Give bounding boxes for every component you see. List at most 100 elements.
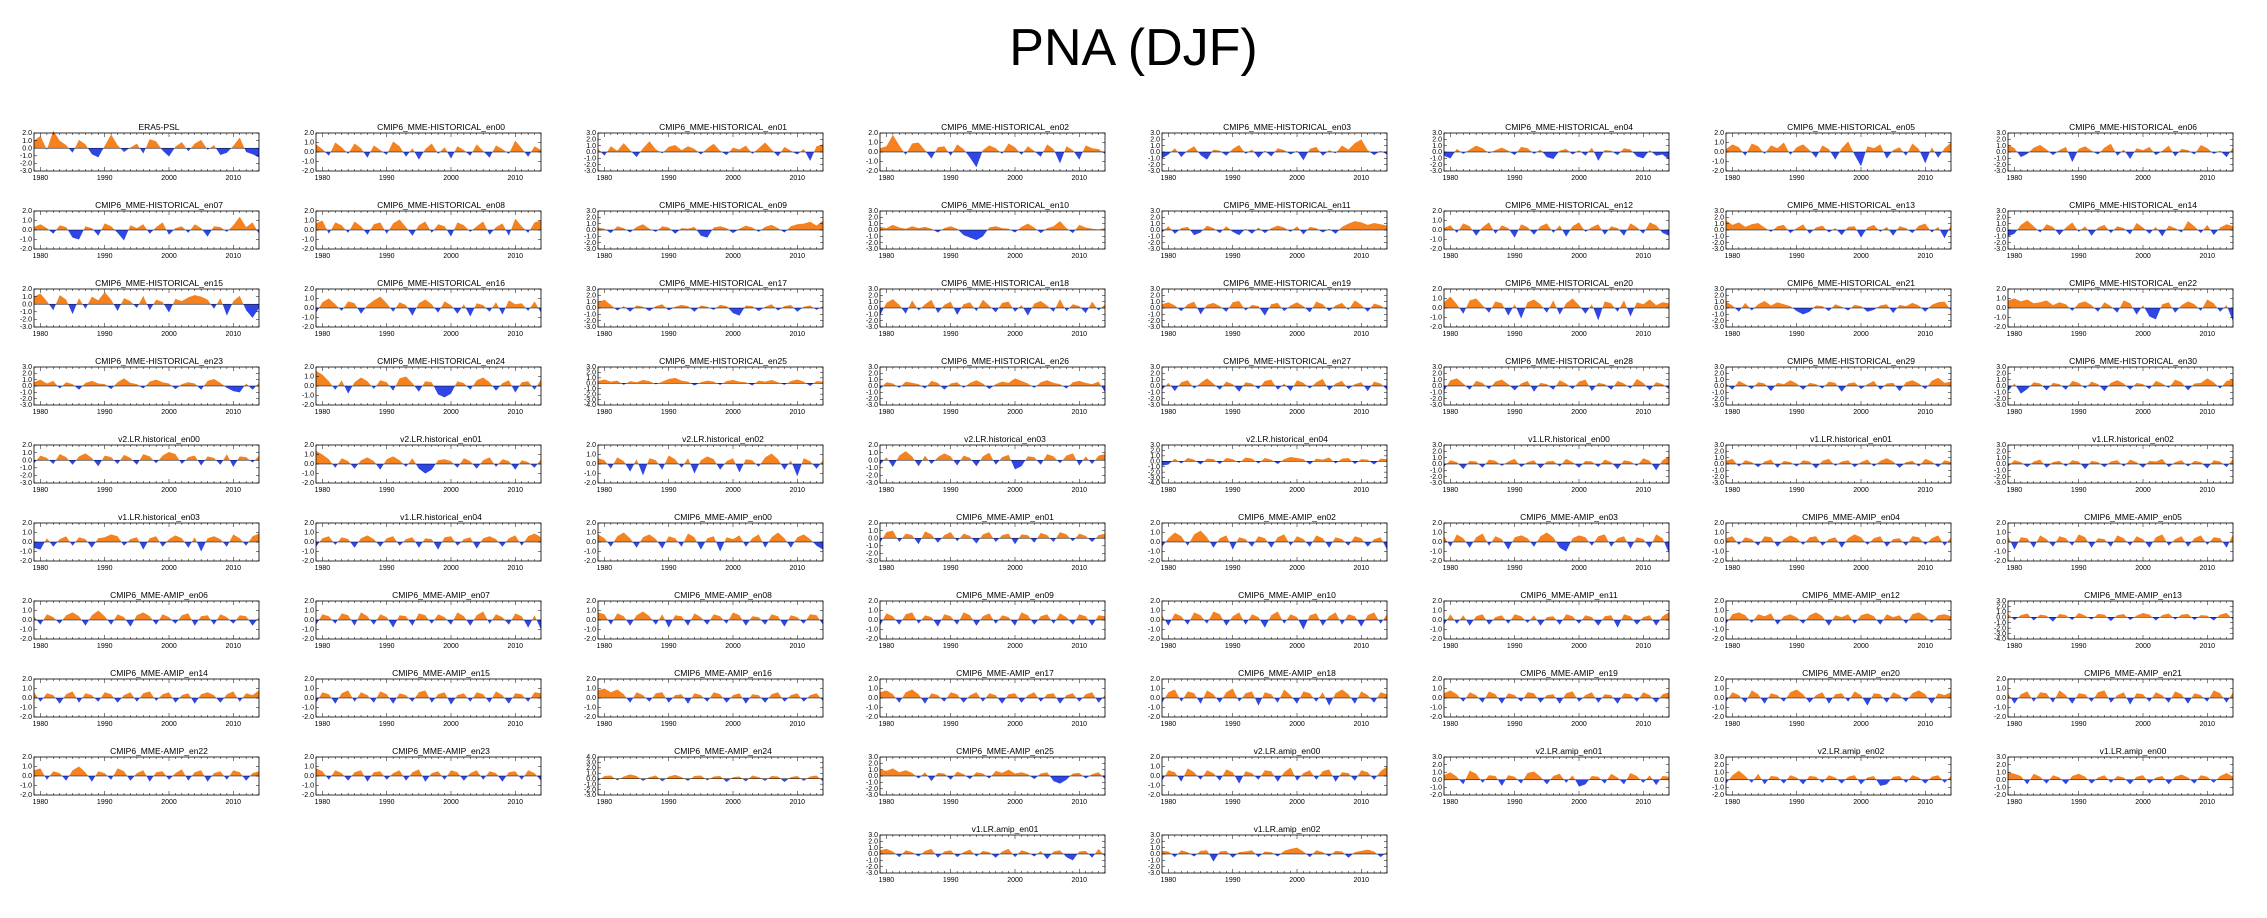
positive-area <box>316 533 541 542</box>
y-tick-label: -2.0 <box>20 161 32 168</box>
x-tick-label: 2000 <box>1289 253 1305 260</box>
panel-plot: 1980 1990 2000 2010 3.02.01.00.0-1.0-2.0-3.0 <box>1430 130 1670 182</box>
x-tick-label: 2010 <box>1635 409 1651 416</box>
y-tick-label: -2.0 <box>1712 318 1724 325</box>
panel-CMIP6_MME-HISTORICAL_en23: CMIP6_MME-HISTORICAL_en23 1980 1990 2000 201… <box>8 356 260 428</box>
panel-CMIP6_MME-AMIP_en00: CMIP6_MME-AMIP_en00 1980 1990 2000 2010 2.0 1.… <box>572 512 824 584</box>
x-tick-label: 1980 <box>2007 253 2023 260</box>
x-tick-label: 1980 <box>879 175 895 182</box>
panel-title: CMIP6_MME-AMIP_en04 <box>1802 512 1900 522</box>
panel-CMIP6_MME-HISTORICAL_en24: CMIP6_MME-HISTORICAL_en24 1980 1990 2000 201… <box>290 356 542 428</box>
y-tick-label: -2.0 <box>1712 240 1724 247</box>
y-tick-label: -3.0 <box>1994 402 2006 409</box>
x-tick-label: 1990 <box>1225 565 1241 572</box>
positive-area <box>34 610 259 620</box>
y-tick-label: 1.0 <box>1714 140 1724 147</box>
x-tick-label: 1990 <box>1507 331 1523 338</box>
y-tick-label: 1.0 <box>304 374 314 381</box>
x-tick-label: 1980 <box>2007 565 2023 572</box>
y-tick-label: -2.0 <box>1148 558 1160 565</box>
x-tick-label: 2010 <box>2199 331 2215 338</box>
panel-v1.LR.historical_en01: v1.LR.historical_en01 1980 1990 2000 2010 3.0… <box>1700 434 1952 506</box>
y-tick-label: 1.0 <box>586 299 596 306</box>
x-tick-label: 1980 <box>2007 409 2023 416</box>
y-tick-label: -2.0 <box>866 240 878 247</box>
y-tick-label: -1.0 <box>1148 156 1160 163</box>
x-tick-label: 1980 <box>1725 409 1741 416</box>
x-tick-label: 2000 <box>1571 331 1587 338</box>
panel-plot: 1980 1990 2000 2010 2.01.00.0-1.0-2.0-3.0 <box>866 442 1106 494</box>
y-tick-label: 0.0 <box>1150 305 1160 312</box>
panel-title: CMIP6_MME-HISTORICAL_en29 <box>1787 356 1915 366</box>
panel-title: CMIP6_MME-HISTORICAL_en02 <box>941 122 1069 132</box>
panel-title: CMIP6_MME-HISTORICAL_en06 <box>2069 122 2197 132</box>
x-tick-label: 1980 <box>597 487 613 494</box>
x-tick-label: 2010 <box>225 253 241 260</box>
panel-ERA5-PSL: ERA5-PSL 1980 1990 2000 2010 2.0 1.0 0.0 -1.0 -2.… <box>8 122 260 194</box>
x-tick-label: 1980 <box>315 175 331 182</box>
plot-frame <box>879 444 1106 484</box>
panel-title: CMIP6_MME-HISTORICAL_en01 <box>659 122 787 132</box>
x-tick-label: 2010 <box>1635 565 1651 572</box>
x-tick-label: 2000 <box>161 487 177 494</box>
x-tick-label: 1980 <box>315 253 331 260</box>
positive-area <box>1444 296 1669 308</box>
x-tick-label: 2010 <box>1071 331 1087 338</box>
x-tick-label: 2000 <box>725 331 741 338</box>
panel-plot: 1980 1990 2000 2010 2.0 1.0 0.0 -1.0 -2.0 <box>1994 286 2234 338</box>
positive-area <box>598 220 823 230</box>
x-tick-label: 1980 <box>1161 409 1177 416</box>
positive-area <box>1726 377 1951 386</box>
y-tick-label: 0.0 <box>1714 149 1724 156</box>
x-tick-label: 2000 <box>1571 565 1587 572</box>
negative-area <box>316 542 541 550</box>
x-tick-label: 2010 <box>1071 487 1087 494</box>
y-tick-label: 1.0 <box>304 140 314 147</box>
y-tick-label: -3.0 <box>1712 402 1724 409</box>
panel-title: CMIP6_MME-HISTORICAL_en17 <box>659 278 787 288</box>
negative-area <box>34 148 259 158</box>
x-tick-label: 2010 <box>507 253 523 260</box>
panel-plot: 1980 1990 2000 2010 3.02.01.00.0-1.0-2.0-3.0… <box>1148 442 1388 494</box>
y-tick-label: 0.0 <box>1432 539 1442 546</box>
x-tick-label: 2000 <box>1289 409 1305 416</box>
x-tick-label: 1990 <box>1789 175 1805 182</box>
panel-plot: 1980 1990 2000 2010 3.02.01.00.0-1.0-2.0-3.0 <box>1994 364 2234 416</box>
panel-title: CMIP6_MME-AMIP_en01 <box>956 512 1054 522</box>
x-tick-label: 2010 <box>1635 253 1651 260</box>
y-tick-label: 1.0 <box>304 296 314 303</box>
x-tick-label: 1990 <box>1507 565 1523 572</box>
x-tick-label: 2010 <box>1353 487 1369 494</box>
y-tick-label: -2.0 <box>302 324 314 331</box>
x-tick-label: 2000 <box>1853 253 1869 260</box>
y-tick-label: -2.0 <box>1994 162 2006 169</box>
y-tick-label: -2.0 <box>866 168 878 175</box>
x-tick-label: 1980 <box>1725 487 1741 494</box>
panel-title: v1.LR.historical_en04 <box>400 512 482 522</box>
x-tick-label: 2010 <box>1353 331 1369 338</box>
y-tick-label: -1.0 <box>1712 390 1724 397</box>
panel-title: CMIP6_MME-HISTORICAL_en11 <box>1223 200 1351 210</box>
panel-title: ERA5-PSL <box>138 122 180 132</box>
x-tick-label: 2010 <box>789 331 805 338</box>
panel-title: CMIP6_MME-HISTORICAL_en23 <box>95 356 223 366</box>
y-tick-label: -2.0 <box>20 317 32 324</box>
panel-plot: 1980 1990 2000 2010 2.0 1.0 0.0 -1.0 -2.0 <box>302 520 542 572</box>
y-tick-label: -3.0 <box>1712 246 1724 253</box>
x-tick-label: 2000 <box>1007 487 1023 494</box>
panel-CMIP6_MME-HISTORICAL_en29: CMIP6_MME-HISTORICAL_en29 1980 1990 2000 201… <box>1700 356 1952 428</box>
y-tick-label: -2.0 <box>1712 558 1724 565</box>
negative-area <box>1444 308 1669 321</box>
x-tick-label: 1990 <box>943 565 959 572</box>
positive-area <box>598 299 823 308</box>
y-tick-label: 1.0 <box>1150 377 1160 384</box>
panel-plot: 1980 1990 2000 2010 3.02.01.00.0-1.0-2.0-3.0 <box>1994 442 2234 494</box>
x-tick-label: 1980 <box>597 409 613 416</box>
y-tick-label: 3.0 <box>1150 364 1160 371</box>
y-tick-label: -2.0 <box>1994 240 2006 247</box>
panel-plot: 1980 1990 2000 2010 2.0 1.0 0.0 -1.0 -2.0 <box>584 520 824 572</box>
y-tick-label: 1.0 <box>1714 455 1724 462</box>
x-tick-label: 1980 <box>1443 487 1459 494</box>
panel-CMIP6_MME-HISTORICAL_en00: CMIP6_MME-HISTORICAL_en00 1980 1990 2000 201… <box>290 122 542 194</box>
